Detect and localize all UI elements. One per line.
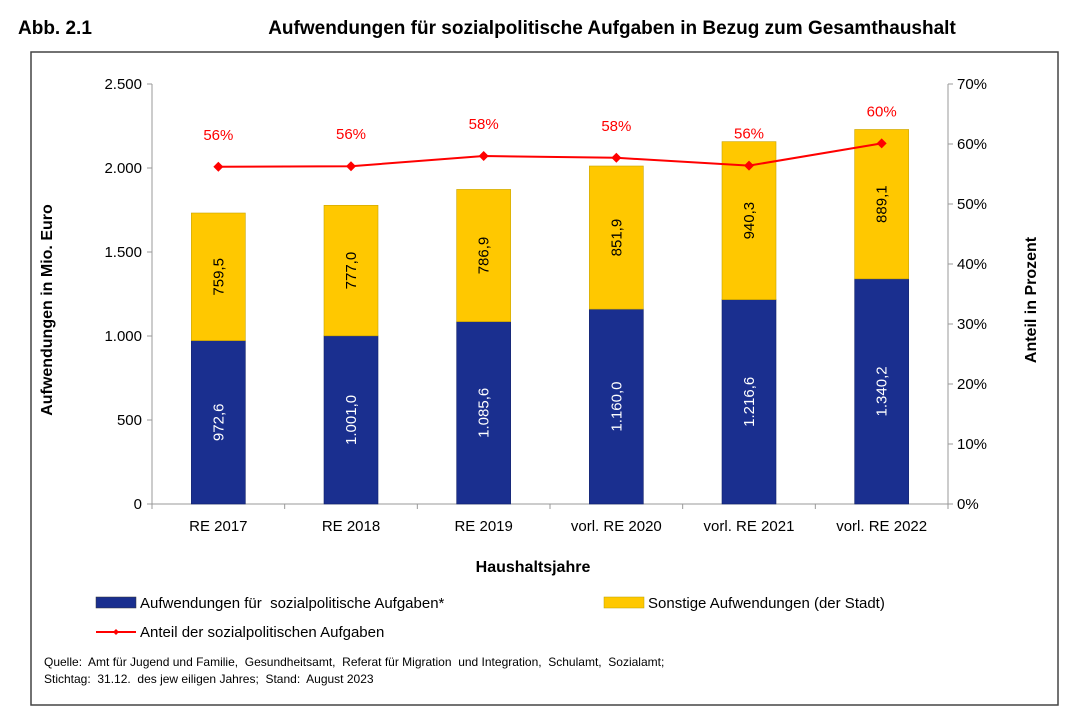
y2-tick-label: 40% (957, 256, 987, 273)
y2-tick-label: 70% (957, 76, 987, 93)
x-tick-label: vorl. RE 2021 (704, 518, 795, 535)
share-label: 56% (203, 127, 233, 144)
y2-tick-label: 30% (957, 316, 987, 333)
share-marker (876, 138, 887, 149)
x-axis-label: Haushaltsjahre (476, 559, 591, 576)
bar-social (854, 278, 909, 505)
share-marker (611, 152, 622, 163)
bar-label-social: 1.001,0 (343, 395, 360, 445)
legend-swatch-social (95, 596, 137, 609)
legend: Aufwendungen für sozialpolitische Aufgab… (95, 595, 885, 641)
bar-label-social: 972,6 (210, 404, 227, 442)
bar-label-other: 851,9 (608, 219, 625, 257)
share-label: 60% (867, 103, 897, 120)
bar-social (456, 321, 511, 505)
y2-tick-label: 10% (957, 436, 987, 453)
bar-social (191, 340, 246, 505)
footnote-date: Stichtag: 31.12. des jew eiligen Jahres;… (44, 672, 374, 686)
bar-label-social: 1.085,6 (476, 388, 493, 438)
y-axis-label: Aufwendungen in Mio. Euro (39, 204, 56, 416)
bar-label-other: 777,0 (343, 252, 360, 290)
bar-other (589, 165, 644, 310)
legend-label-other: Sonstige Aufwendungen (der Stadt) (648, 595, 885, 612)
share-label: 56% (336, 126, 366, 143)
share-marker (346, 161, 356, 172)
chart-frame (30, 51, 1059, 706)
bar-label-social: 1.216,6 (741, 377, 758, 427)
y2-tick-label: 0% (957, 496, 979, 513)
y-tick-label: 2.500 (104, 76, 142, 93)
bar-other (854, 129, 909, 280)
y2-axis-label: Anteil in Prozent (1023, 236, 1040, 363)
y-tick-label: 1.500 (104, 244, 142, 261)
x-tick-label: RE 2017 (189, 518, 247, 535)
y-tick-label: 0 (134, 496, 142, 513)
share-line (218, 142, 882, 168)
legend-label-share: Anteil der sozialpolitischen Aufgaben (140, 624, 384, 641)
figure-label: Abb. 2.1 (18, 18, 92, 39)
bar-label-other: 759,5 (210, 258, 227, 296)
bar-label-other: 786,9 (476, 237, 493, 275)
bar-social (721, 299, 777, 505)
share-marker (744, 160, 754, 171)
x-tick-label: RE 2018 (322, 518, 380, 535)
share-label: 58% (601, 118, 631, 135)
bar-label-social: 1.340,2 (874, 366, 891, 416)
share-marker (213, 161, 224, 172)
bar-other (456, 189, 511, 322)
x-tick-label: vorl. RE 2022 (836, 518, 927, 535)
x-tick-label: vorl. RE 2020 (571, 518, 662, 535)
bar-social (589, 308, 644, 505)
chart-title: Aufwendungen für sozialpolitische Aufgab… (268, 18, 956, 39)
bar-label-social: 1.160,0 (608, 382, 625, 432)
y2-tick-label: 50% (957, 196, 987, 213)
legend-label-social: Aufwendungen für sozialpolitische Aufgab… (140, 595, 445, 612)
footnote-source: Quelle: Amt für Jugend und Familie, Gesu… (44, 655, 664, 669)
legend-marker-share (113, 629, 119, 635)
bar-label-other: 889,1 (874, 185, 891, 223)
bar-label-other: 940,3 (741, 202, 758, 240)
share-label: 58% (469, 116, 499, 133)
share-label: 56% (734, 126, 764, 143)
y-tick-label: 1.000 (104, 328, 142, 345)
y2-tick-label: 60% (957, 136, 987, 153)
legend-swatch-other (603, 596, 645, 609)
x-tick-label: RE 2019 (454, 518, 512, 535)
share-marker (478, 151, 489, 161)
bar-other (323, 204, 379, 337)
y2-tick-label: 20% (957, 376, 987, 393)
bar-other (191, 212, 246, 341)
y-tick-label: 500 (117, 412, 142, 429)
y-tick-label: 2.000 (104, 160, 142, 177)
